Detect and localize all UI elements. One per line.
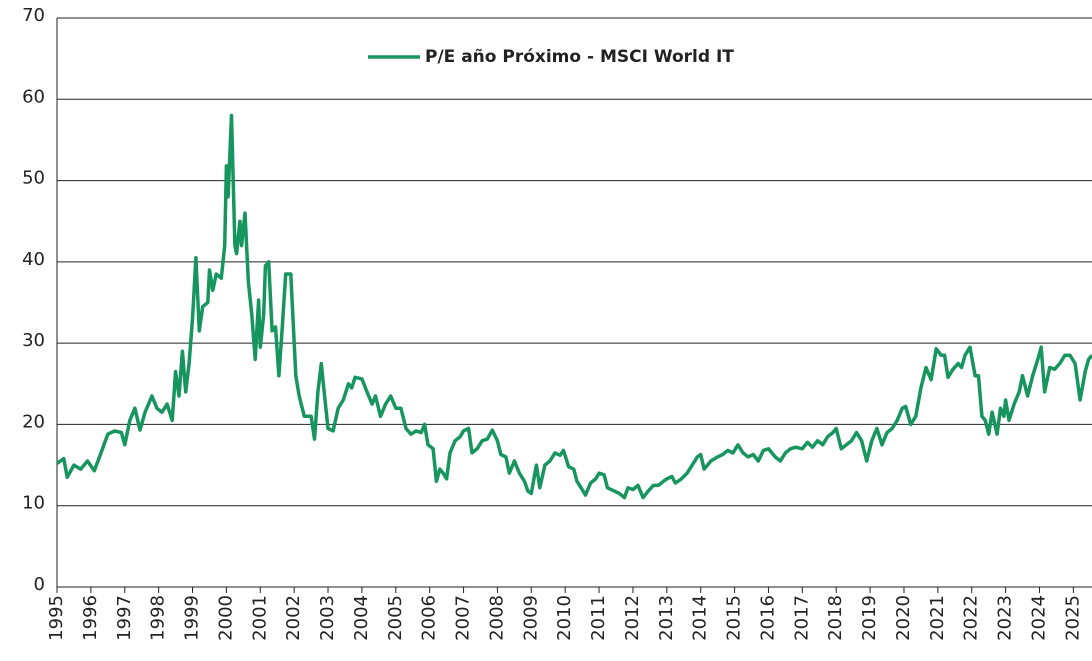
y-tick-label: 50 bbox=[22, 168, 45, 189]
x-tick-label: 1995 bbox=[46, 595, 67, 641]
x-tick-label: 2000 bbox=[215, 595, 236, 641]
y-tick-label: 30 bbox=[22, 330, 45, 351]
x-tick-label: 1998 bbox=[148, 595, 169, 641]
x-tick-label: 2025 bbox=[1062, 595, 1083, 641]
x-tick-label: 2003 bbox=[317, 595, 338, 641]
y-tick-label: 0 bbox=[34, 574, 45, 595]
x-tick-label: 2001 bbox=[249, 595, 270, 641]
x-tick-label: 2019 bbox=[859, 595, 880, 641]
y-tick-label: 60 bbox=[22, 86, 45, 107]
x-tick-label: 2004 bbox=[351, 595, 372, 641]
x-tick-label: 2022 bbox=[961, 595, 982, 641]
x-tick-label: 2002 bbox=[283, 595, 304, 641]
x-tick-label: 2010 bbox=[554, 595, 575, 641]
x-tick-label: 2015 bbox=[724, 595, 745, 641]
series-line bbox=[55, 113, 1092, 500]
x-tick-label: 2008 bbox=[486, 595, 507, 641]
x-tick-label: 2011 bbox=[588, 595, 609, 641]
x-tick-label: 2023 bbox=[995, 595, 1016, 641]
x-tick-label: 2013 bbox=[656, 595, 677, 641]
x-tick-label: 2016 bbox=[757, 595, 778, 641]
x-tick-label: 2014 bbox=[690, 595, 711, 641]
x-tick-label: 2021 bbox=[927, 595, 948, 641]
x-tick-label: 1996 bbox=[80, 595, 101, 641]
y-tick-label: 40 bbox=[22, 249, 45, 270]
y-tick-label: 70 bbox=[22, 5, 45, 26]
x-tick-label: 1997 bbox=[114, 595, 135, 641]
x-tick-label: 2009 bbox=[520, 595, 541, 641]
y-tick-label: 20 bbox=[22, 411, 45, 432]
x-tick-label: 2012 bbox=[622, 595, 643, 641]
x-tick-label: 2017 bbox=[791, 595, 812, 641]
x-tick-label: 2006 bbox=[419, 595, 440, 641]
x-tick-label: 2018 bbox=[825, 595, 846, 641]
x-tick-label: 1999 bbox=[182, 595, 203, 641]
x-tick-label: 2020 bbox=[893, 595, 914, 641]
legend-label: P/E año Próximo - MSCI World IT bbox=[425, 47, 734, 67]
x-tick-label: 2024 bbox=[1028, 595, 1049, 641]
x-tick-label: 2007 bbox=[453, 595, 474, 641]
x-tick-label: 2005 bbox=[385, 595, 406, 641]
y-tick-label: 10 bbox=[22, 493, 45, 514]
